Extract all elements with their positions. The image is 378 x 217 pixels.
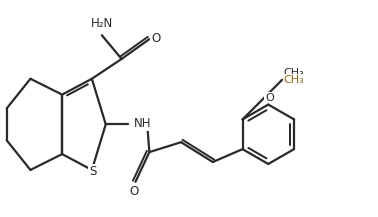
Text: S: S	[89, 165, 96, 178]
Text: CH₃: CH₃	[284, 68, 305, 78]
Text: O: O	[151, 32, 161, 45]
Text: H₂N: H₂N	[91, 17, 113, 30]
Text: O: O	[130, 185, 139, 198]
Text: CH₃: CH₃	[284, 75, 305, 85]
Text: NH: NH	[133, 117, 151, 130]
Text: O: O	[265, 93, 274, 103]
